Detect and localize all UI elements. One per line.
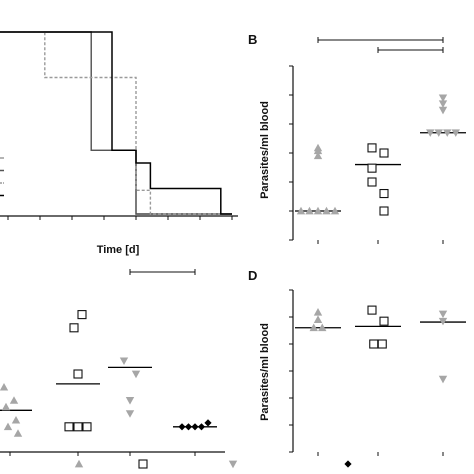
data-point (330, 206, 340, 215)
data-point (369, 339, 379, 349)
data-point (313, 315, 323, 323)
data-point (438, 100, 448, 108)
data-point (379, 206, 389, 216)
data-point (204, 419, 212, 427)
data-point (318, 323, 327, 332)
data-point (125, 397, 135, 405)
data-point (434, 129, 443, 137)
data-point (1, 402, 11, 411)
data-point (9, 396, 19, 404)
data-point (3, 422, 13, 431)
data-point (73, 422, 83, 432)
data-point (322, 206, 331, 215)
data-point (125, 410, 135, 418)
panel-a-x-label: Time [d] (97, 244, 140, 256)
bottom-legend (74, 459, 352, 469)
data-point (379, 188, 389, 199)
panel-c-scatter (0, 269, 225, 456)
panel-d-letter: D (248, 268, 257, 283)
data-point (367, 177, 377, 187)
data-point (0, 383, 9, 391)
data-point (438, 317, 448, 326)
data-point (451, 129, 460, 137)
panel-d-scatter: D Parasites/ml blood (248, 268, 466, 456)
data-point (13, 429, 23, 437)
panel-b-scatter: B Parasites/ml blood (248, 32, 466, 244)
data-point (69, 323, 79, 333)
data-point (64, 422, 74, 432)
data-point (438, 310, 448, 319)
data-point (367, 305, 377, 315)
legend-marker (138, 459, 148, 469)
legend-marker (74, 459, 84, 468)
data-point (119, 357, 129, 365)
panel-b-y-label: Parasites/ml blood (259, 101, 271, 199)
panel-a-legend (0, 157, 4, 197)
data-point (11, 416, 21, 424)
panel-b-letter: B (248, 32, 257, 47)
data-point (73, 369, 83, 379)
data-point (296, 206, 306, 215)
data-point (82, 422, 92, 432)
data-point (313, 143, 323, 152)
data-point (77, 310, 87, 320)
series-line-wt (0, 31, 232, 215)
series-line-grx1-grx2-ko (0, 31, 232, 215)
data-point (443, 129, 452, 137)
data-point (426, 129, 435, 137)
panel-d-y-label: Parasites/ml blood (259, 323, 271, 421)
data-point (178, 423, 186, 431)
data-point (313, 308, 323, 316)
data-point (377, 339, 387, 349)
legend-marker (344, 460, 352, 468)
data-point (184, 423, 193, 431)
data-point (438, 106, 448, 115)
data-point (313, 206, 323, 215)
data-point (438, 94, 448, 103)
series-line-grx2-ko (0, 31, 232, 215)
data-point (191, 423, 199, 431)
data-point (305, 206, 314, 215)
legend-marker (228, 460, 238, 469)
data-point (131, 370, 141, 379)
data-point (379, 148, 389, 158)
data-point (438, 375, 448, 384)
data-point (367, 143, 377, 153)
data-point (379, 316, 389, 326)
data-point (313, 151, 323, 160)
data-point (197, 423, 206, 431)
panel-a-survival-plot: Time [d] (0, 31, 238, 256)
data-point (309, 323, 318, 332)
data-point (367, 163, 377, 173)
series-line-grx2-ko-ect-grx2 (0, 31, 232, 215)
